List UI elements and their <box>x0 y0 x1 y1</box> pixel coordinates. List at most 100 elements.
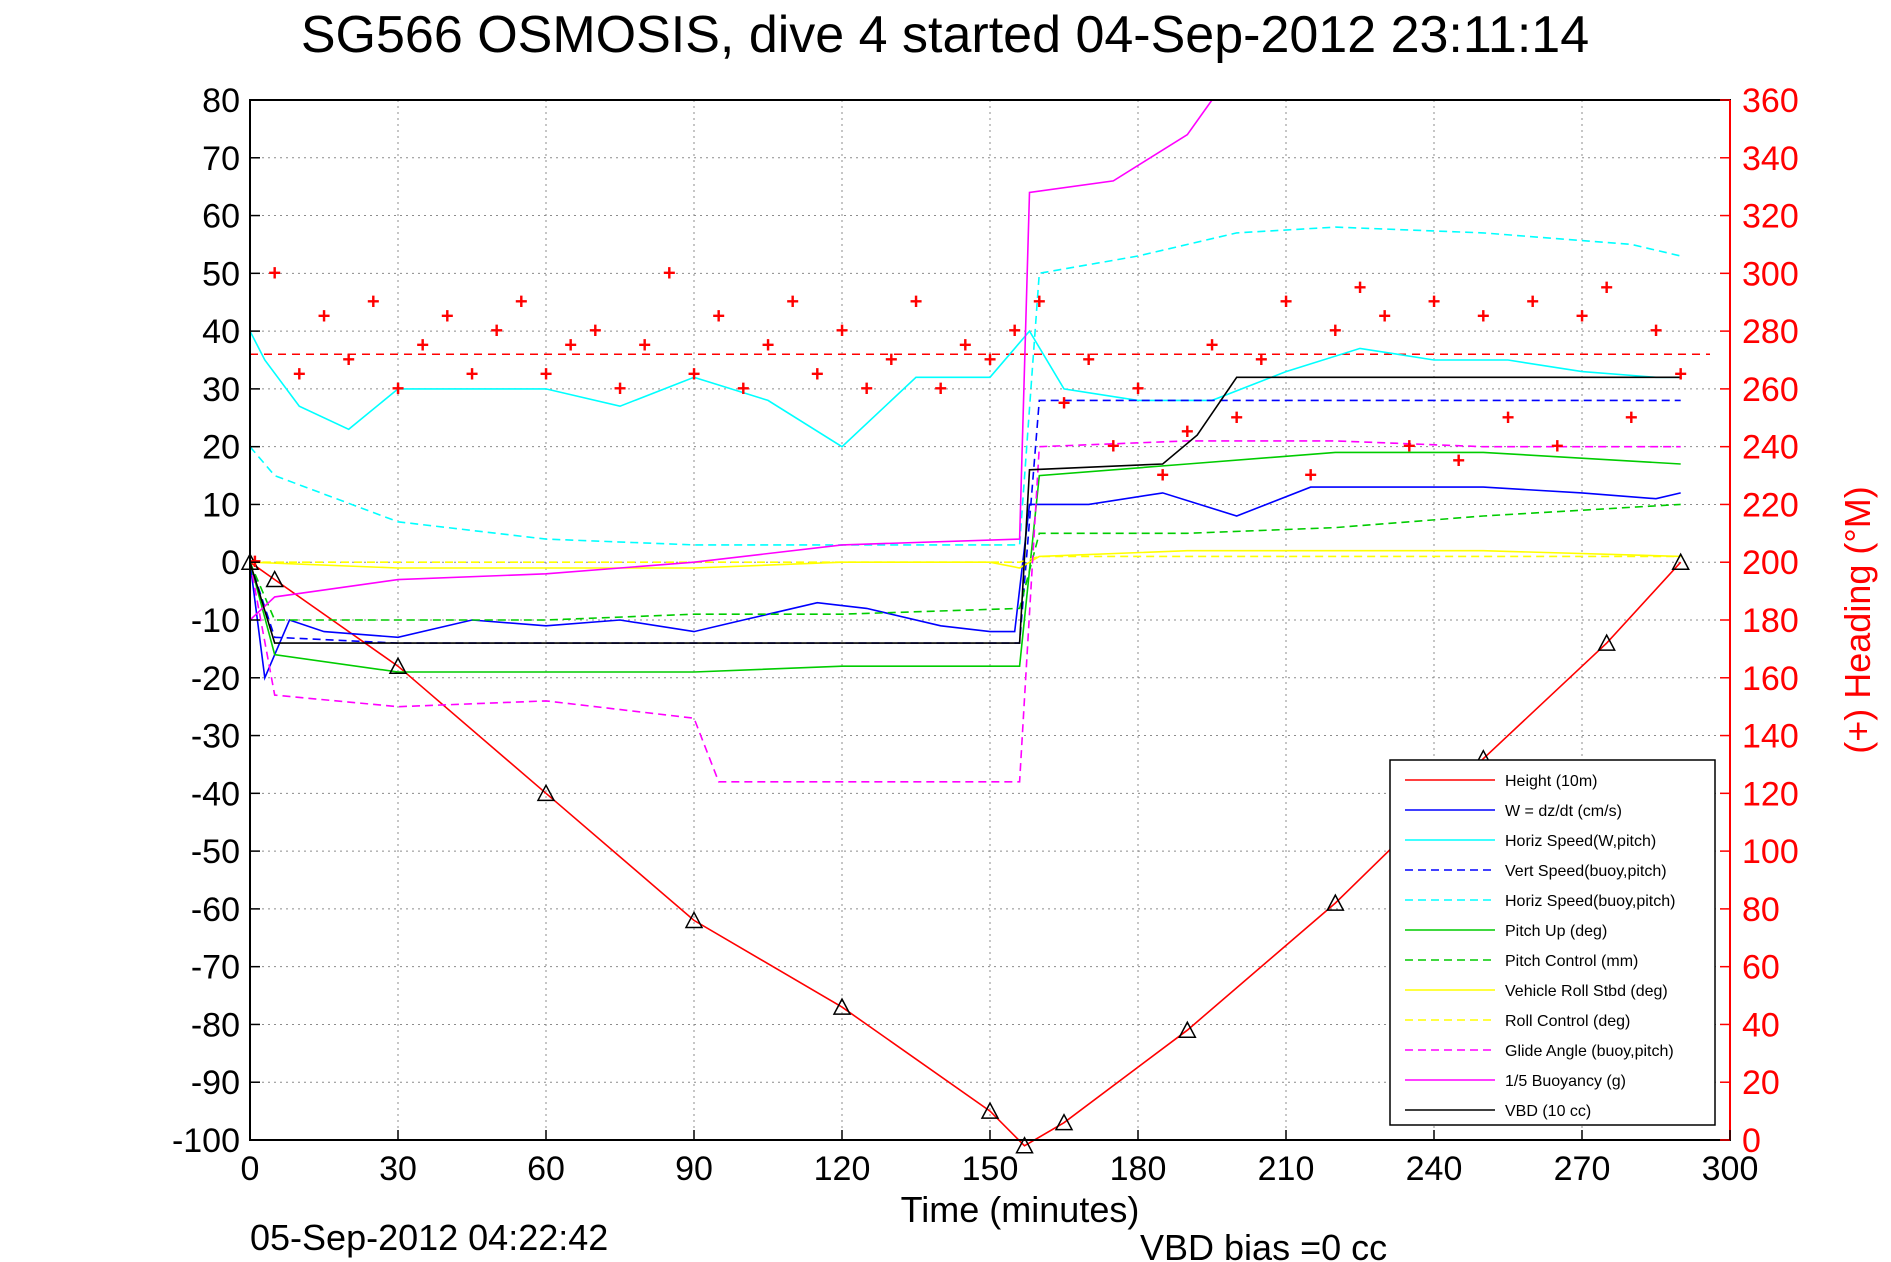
x-tick-label: 90 <box>675 1150 713 1188</box>
heading-marker: + <box>737 376 750 401</box>
legend-label: Vehicle Roll Stbd (deg) <box>1505 983 1668 1000</box>
series-line-10 <box>249 99 1213 621</box>
heading-marker: + <box>663 260 676 285</box>
x-tick-label: 150 <box>962 1150 1019 1188</box>
heading-marker: + <box>836 318 849 343</box>
y-tick-label: 30 <box>202 371 240 409</box>
right-tick-label: 220 <box>1742 486 1799 524</box>
heading-marker: + <box>515 289 528 314</box>
right-tick-label: 340 <box>1742 140 1799 178</box>
y-tick-label: -90 <box>191 1064 240 1102</box>
right-tick-label: 100 <box>1742 833 1799 871</box>
series-line-5 <box>249 451 1681 673</box>
y-tick-label: -60 <box>191 891 240 929</box>
heading-marker: + <box>1576 304 1589 329</box>
height-marker <box>265 569 284 588</box>
legend-label: Horiz Speed(buoy,pitch) <box>1505 893 1675 910</box>
height-marker <box>980 1101 1000 1119</box>
heading-marker: + <box>318 304 331 329</box>
y-tick-label: -30 <box>191 718 240 756</box>
heading-marker: + <box>1156 463 1169 488</box>
y-tick-label: -80 <box>191 1006 240 1044</box>
y-tick-label: 40 <box>202 313 240 351</box>
heading-marker: + <box>1329 318 1342 343</box>
y-tick-label: -70 <box>191 949 240 987</box>
heading-marker: + <box>934 376 947 401</box>
height-marker <box>1015 1136 1034 1154</box>
heading-marker: + <box>860 376 873 401</box>
right-tick-label: 80 <box>1742 891 1780 929</box>
x-tick-label: 0 <box>241 1150 260 1188</box>
x-tick-label: 120 <box>814 1150 871 1188</box>
heading-marker: + <box>293 361 306 386</box>
right-tick-label: 240 <box>1742 429 1799 467</box>
heading-marker: + <box>1526 289 1539 314</box>
legend-label: Horiz Speed(W,pitch) <box>1505 833 1656 850</box>
heading-marker: + <box>1008 318 1021 343</box>
x-tick-label: 180 <box>1110 1150 1167 1188</box>
legend-label: Vert Speed(buoy,pitch) <box>1505 863 1667 880</box>
series-line-4 <box>249 226 1681 546</box>
heading-marker: + <box>1674 361 1687 386</box>
x-tick-label: 240 <box>1406 1150 1463 1188</box>
series-line-1 <box>249 486 1681 681</box>
heading-marker: + <box>441 304 454 329</box>
x-tick-label: 300 <box>1702 1150 1759 1188</box>
legend: Height (10m) W = dz/dt (cm/s) Horiz Speed(… <box>1389 759 1716 1126</box>
heading-marker: + <box>1082 347 1095 372</box>
legend-label: 1/5 Buoyancy (g) <box>1505 1073 1626 1090</box>
heading-marker: + <box>959 333 972 358</box>
x-tick-label: 270 <box>1554 1150 1611 1188</box>
series-line-9 <box>249 440 1681 783</box>
right-tick-label: 0 <box>1742 1122 1761 1160</box>
heading-marker: + <box>342 347 355 372</box>
series-line-6 <box>249 503 1681 621</box>
heading-marker: + <box>1255 347 1268 372</box>
heading-marker: + <box>1428 289 1441 314</box>
y-tick-label: 80 <box>202 82 240 120</box>
heading-marker: + <box>589 318 602 343</box>
heading-marker: + <box>1600 275 1613 300</box>
legend-box <box>1389 759 1716 1126</box>
legend-label: Height (10m) <box>1505 773 1597 790</box>
heading-marker: + <box>910 289 923 314</box>
heading-marker: + <box>1107 434 1120 459</box>
y-tick-label: 70 <box>202 140 240 178</box>
heading-marker: + <box>466 361 479 386</box>
heading-marker: + <box>614 376 627 401</box>
legend-label: W = dz/dt (cm/s) <box>1505 803 1622 820</box>
series-line-2 <box>249 329 1681 448</box>
series-line-7 <box>249 549 1681 569</box>
heading-marker: + <box>1280 289 1293 314</box>
heading-marker: + <box>490 318 503 343</box>
right-tick-label: 320 <box>1742 198 1799 236</box>
right-tick-label: 140 <box>1742 718 1799 756</box>
y-tick-label: -20 <box>191 660 240 698</box>
series-line-11 <box>249 376 1681 644</box>
y-tick-label: 10 <box>202 486 240 524</box>
legend-label: VBD (10 cc) <box>1505 1103 1591 1120</box>
height-marker <box>832 997 852 1015</box>
right-tick-label: 40 <box>1742 1006 1780 1044</box>
y-tick-label: 60 <box>202 198 240 236</box>
heading-marker: + <box>1625 405 1638 430</box>
heading-marker: + <box>540 361 553 386</box>
heading-marker: + <box>1650 318 1663 343</box>
heading-marker: + <box>416 333 429 358</box>
y-tick-label: -40 <box>191 775 240 813</box>
heading-marker: + <box>564 333 577 358</box>
x-tick-label: 60 <box>527 1150 565 1188</box>
legend-label: Pitch Control (mm) <box>1505 953 1638 970</box>
heading-marker: + <box>762 333 775 358</box>
x-tick-label: 30 <box>379 1150 417 1188</box>
heading-marker: + <box>1206 333 1219 358</box>
heading-marker: + <box>268 260 281 285</box>
heading-marker: + <box>1551 434 1564 459</box>
footer-timestamp: 05-Sep-2012 04:22:42 <box>250 1217 608 1258</box>
heading-marker: + <box>1477 304 1490 329</box>
heading-marker: + <box>688 361 701 386</box>
heading-marker: + <box>1304 463 1317 488</box>
heading-marker: + <box>638 333 651 358</box>
legend-label: Roll Control (deg) <box>1505 1013 1630 1030</box>
heading-marker: + <box>392 376 405 401</box>
